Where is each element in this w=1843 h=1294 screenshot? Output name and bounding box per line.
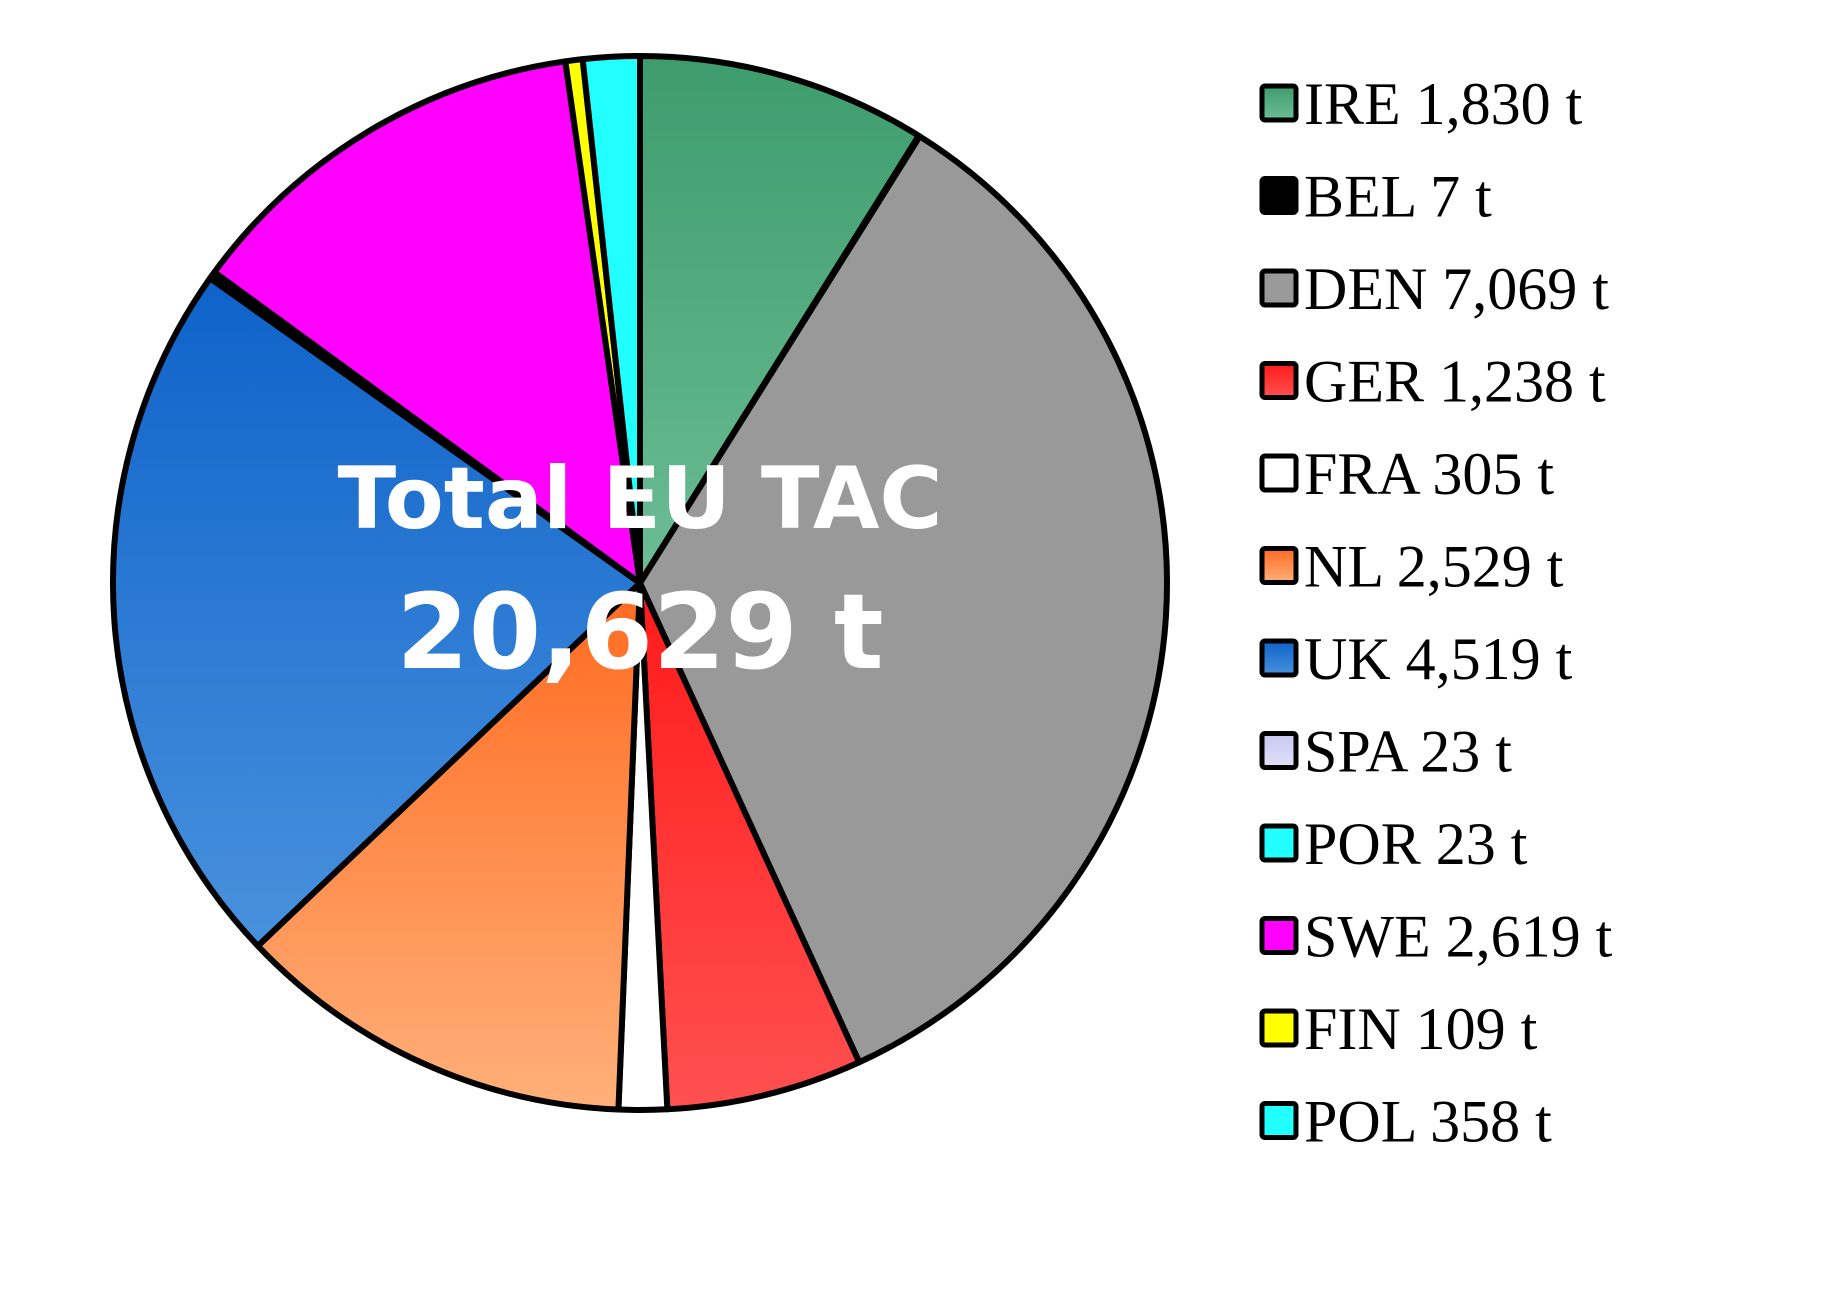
legend-swatch-fra bbox=[1259, 453, 1299, 493]
legend-swatch-nl bbox=[1259, 546, 1299, 585]
legend-label-spa: SPA 23 t bbox=[1304, 719, 1512, 785]
pie-slice-nl bbox=[254, 580, 643, 1113]
legend-swatch-den bbox=[1259, 268, 1299, 308]
legend-label-fin: FIN 109 t bbox=[1304, 996, 1538, 1062]
legend-swatch-swe bbox=[1259, 916, 1299, 955]
legend-label-pol: POL 358 t bbox=[1304, 1089, 1552, 1155]
pie-slice-pol bbox=[579, 53, 643, 586]
legend-label-ire: IRE 1,830 t bbox=[1304, 71, 1583, 137]
legend-swatch-pol bbox=[1259, 1101, 1299, 1140]
legend: IRE 1,830 t BEL 7 t DEN 7,069 t GER 1,238 t… bbox=[1259, 71, 1613, 1155]
legend-swatch-por bbox=[1259, 823, 1299, 863]
legend-label-por: POR 23 t bbox=[1304, 811, 1528, 877]
legend-swatch-ire bbox=[1259, 83, 1299, 123]
legend-swatch-spa bbox=[1259, 731, 1299, 770]
legend-label-ger: GER 1,238 t bbox=[1304, 349, 1606, 415]
center-label-title: Total EU TAC bbox=[337, 449, 942, 549]
pie-slice-ger bbox=[637, 580, 863, 1113]
legend-swatch-ger bbox=[1259, 361, 1299, 400]
legend-label-fra: FRA 305 t bbox=[1304, 441, 1554, 507]
legend-swatch-bel bbox=[1259, 176, 1299, 215]
legend-label-uk: UK 4,519 t bbox=[1304, 626, 1573, 692]
pie-slice-swe bbox=[211, 58, 643, 586]
pie-slice-ire bbox=[637, 53, 922, 586]
legend-label-den: DEN 7,069 t bbox=[1304, 256, 1609, 322]
legend-swatch-fin bbox=[1259, 1008, 1299, 1048]
legend-label-nl: NL 2,529 t bbox=[1304, 534, 1564, 600]
center-label-total: 20,629 t bbox=[396, 571, 883, 693]
pie-slice-den bbox=[637, 133, 1170, 1066]
legend-swatch-uk bbox=[1259, 638, 1299, 678]
legend-label-swe: SWE 2,619 t bbox=[1304, 904, 1613, 970]
legend-label-bel: BEL 7 t bbox=[1304, 164, 1492, 230]
pie-slice-uk bbox=[110, 275, 643, 949]
pie-slices bbox=[110, 53, 1170, 1113]
